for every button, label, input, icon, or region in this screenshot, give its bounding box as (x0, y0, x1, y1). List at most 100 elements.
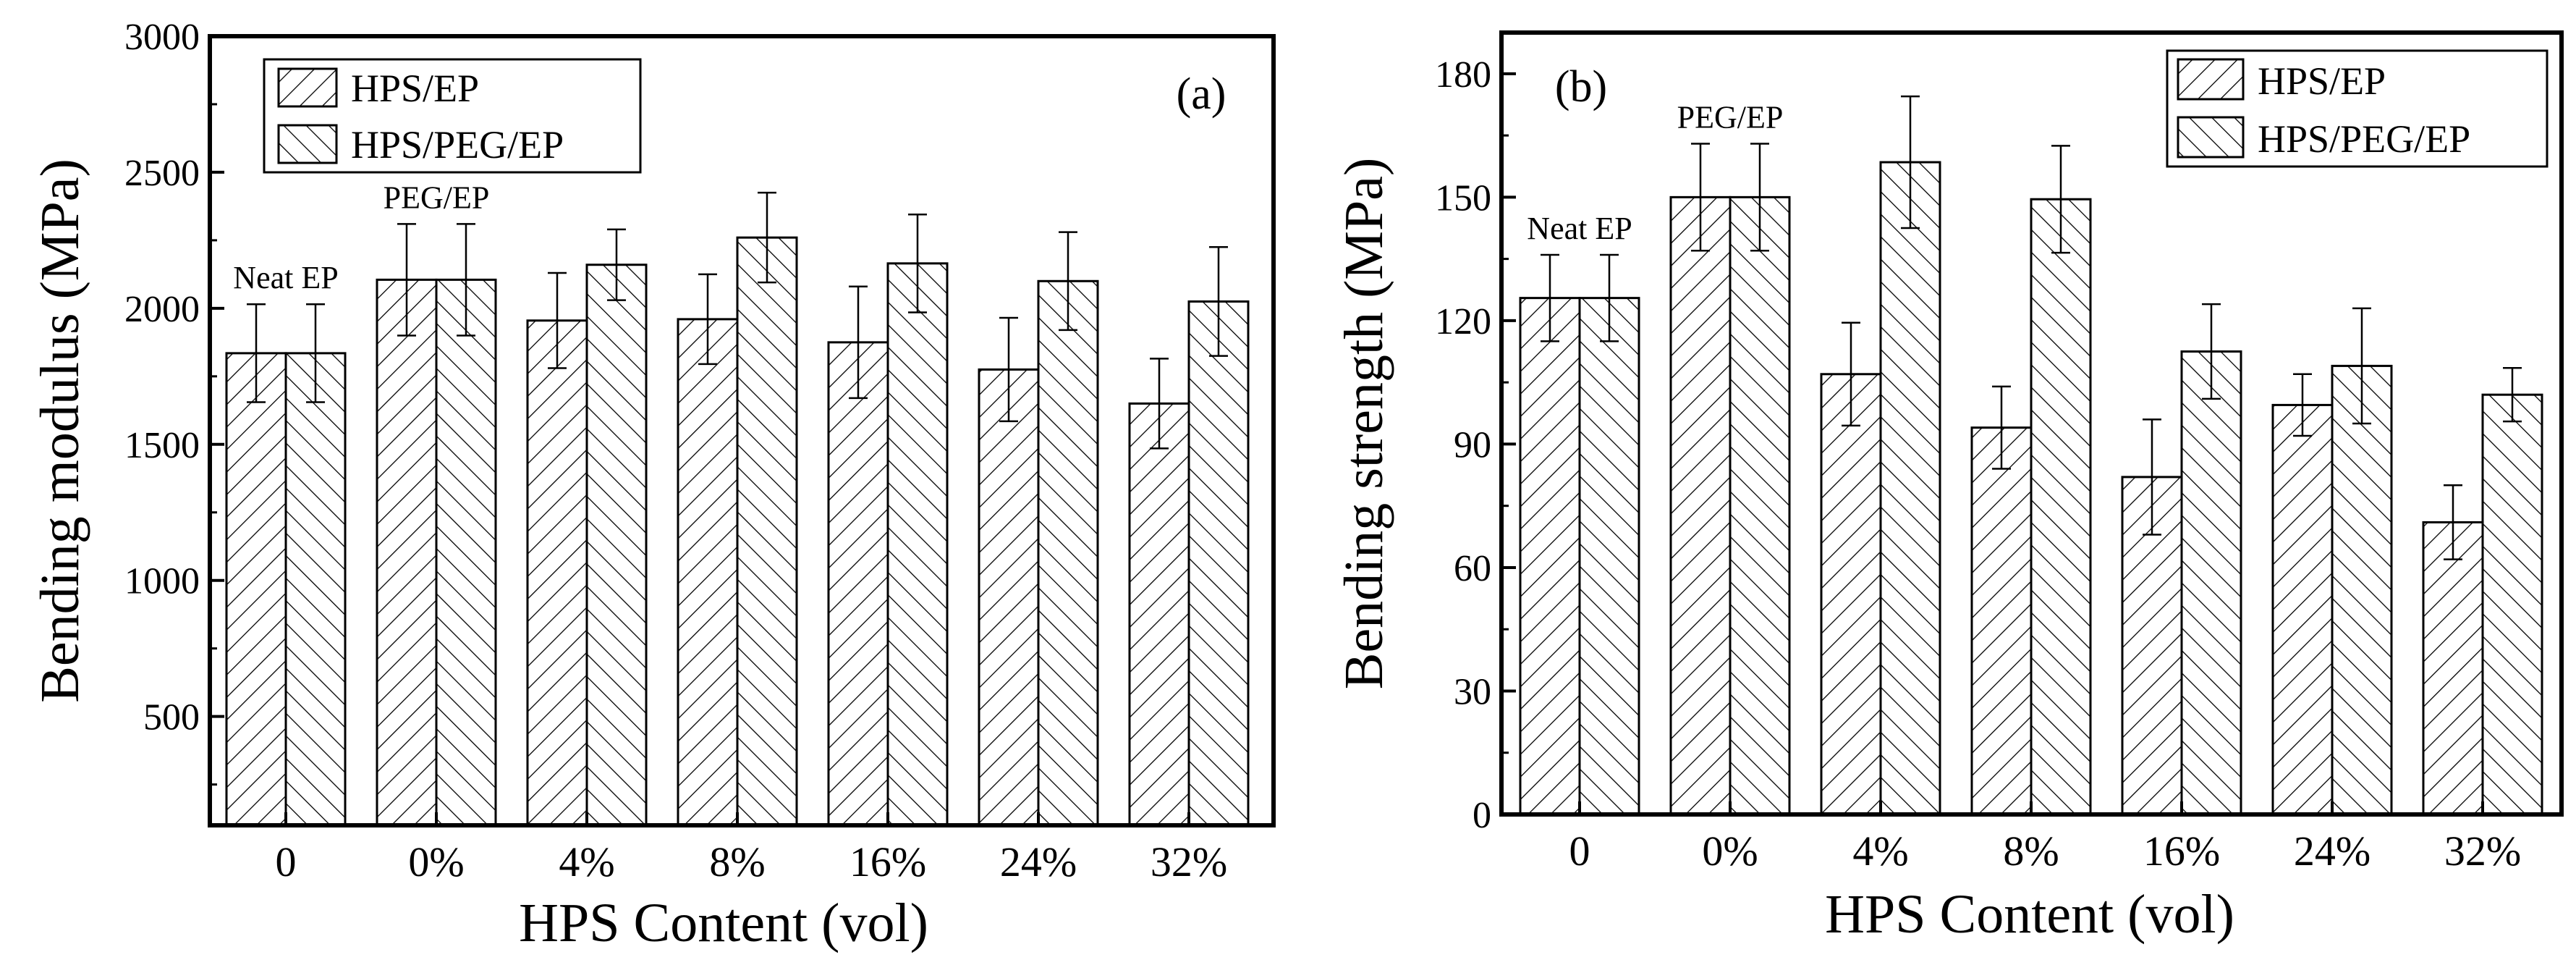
panel-a-error-bar (698, 273, 717, 366)
panel-a-error-bar (457, 223, 475, 337)
panel-a-y-tick-label: 1500 (124, 425, 200, 466)
panel-b-legend-label-hps-peg-ep: HPS/PEG/EP (2258, 117, 2470, 161)
panel-b-legend: HPS/EP HPS/PEG/EP (2166, 49, 2549, 168)
panel-b-error-bar (1750, 143, 1769, 252)
panel-b-y-tick-label: 60 (1454, 548, 1491, 589)
panel-b-bar-hps-ep (1669, 195, 1732, 816)
panel-a-bar-hps-peg-ep (1187, 300, 1250, 827)
panel-a-bar-hps-peg-ep (736, 236, 798, 827)
panel-b-bar-hps-peg-ep (2331, 364, 2393, 816)
panel-b-error-bar (2444, 484, 2462, 560)
panel-a-error-bar (908, 213, 927, 313)
panel-a-annotation: PEG/EP (384, 180, 490, 215)
panel-b-bar-hps-ep (1519, 297, 1581, 816)
panel-a-error-bar (1209, 246, 1228, 357)
panel-a-legend-swatch-hps-peg-ep (277, 124, 338, 164)
panel-b-error-bars (1541, 95, 2522, 560)
panel-b-x-tick-label: 0 (1569, 827, 1590, 875)
panel-b-bar-hps-peg-ep (2030, 198, 2092, 816)
panel-b-legend-swatch-hps-peg-ep (2177, 116, 2245, 159)
panel-a-y-tick-label: 500 (143, 697, 200, 738)
panel-a-x-tick-label: 32% (1151, 838, 1227, 885)
panel-a-error-bar (999, 316, 1018, 423)
panel-a-error-bar (1150, 358, 1169, 450)
panel-b-bar-hps-peg-ep (2180, 350, 2242, 816)
panel-b-error-bar (1541, 253, 1559, 342)
panel-a-x-tick-label: 0% (408, 838, 464, 885)
panel-b-x-tick-label: 24% (2294, 827, 2370, 875)
panel-b-error-bar (2503, 367, 2522, 423)
panel-b-label: (b) (1555, 62, 1607, 111)
panel-a-y-tick-label: 3000 (124, 17, 200, 58)
panel-a-x-tick-label: 4% (559, 838, 614, 885)
panel-a-bar-hps-ep (827, 341, 889, 827)
panel-a-axis-ticks: 500 1000 1500 2000 2500 3000 0 0% 4% 8% 16% 24% 32% (124, 17, 1227, 885)
panel-a-bar-hps-ep (1128, 402, 1190, 827)
panel-a-bar-hps-peg-ep (284, 352, 347, 827)
panel-a-bars (225, 236, 1250, 827)
panel-a-y-tick-label: 2000 (124, 289, 200, 330)
panel-a-legend: HPS/EP HPS/PEG/EP (263, 58, 642, 174)
panel-a-bar-hps-ep (677, 318, 739, 827)
panel-a-error-bar (849, 285, 868, 400)
panel-b-legend-label-hps-ep: HPS/EP (2258, 59, 2386, 103)
panel-a-bar-hps-ep (376, 278, 438, 827)
panel-b-axis-ticks: 0 30 60 90 120 150 180 0 0% 4% 8% 16% 24% 32% (1435, 54, 2521, 875)
panel-a-x-tick-label: 8% (709, 838, 765, 885)
panel-b-y-axis-title: Bending strength (MPa) (1334, 158, 1394, 690)
panel-a-x-tick-label: 0 (276, 838, 297, 885)
panel-b-bar-hps-ep (2271, 403, 2334, 816)
panel-a-y-tick-label: 2500 (124, 153, 200, 194)
panel-b-error-bar (1842, 321, 1860, 427)
panel-a-x-tick-label: 24% (1000, 838, 1077, 885)
panel-a-x-tick-label: 16% (850, 838, 926, 885)
panel-b-error-bar (2293, 373, 2312, 437)
panel-b-bar-hps-peg-ep (2481, 393, 2543, 816)
panel-b-error-bar (1901, 95, 1920, 229)
panel-a-error-bar (306, 303, 325, 403)
panel-a-error-bar (1059, 231, 1077, 332)
panel-b-x-tick-label: 0% (1702, 827, 1758, 875)
panel-b-bar-hps-ep (1820, 373, 1882, 816)
panel-b-y-tick-label: 120 (1435, 301, 1491, 342)
panel-b-error-bar (2051, 145, 2070, 254)
panel-b-annotation: Neat EP (1527, 211, 1632, 246)
panel-b-annotation: PEG/EP (1677, 99, 1784, 135)
panel-b-bar-hps-ep (1970, 426, 2033, 816)
panel-b-y-tick-label: 30 (1454, 671, 1491, 712)
panel-a-legend-label-hps-peg-ep: HPS/PEG/EP (351, 123, 564, 167)
panel-a-label: (a) (1177, 70, 1226, 119)
panel-b-bars (1519, 161, 2543, 816)
panel-a-bar-hps-peg-ep (1037, 279, 1099, 827)
panel-a-y-axis-title: Bending modulus (MPa) (30, 159, 90, 703)
panel-b-x-axis-title: HPS Content (vol) (1825, 884, 2234, 945)
panel-b-y-tick-label: 150 (1435, 177, 1491, 219)
panel-a-error-bar (758, 191, 776, 284)
panel-b-y-tick-label: 180 (1435, 54, 1491, 96)
panel-a-bar-hps-peg-ep (585, 264, 648, 827)
panel-b-error-bar (2352, 307, 2371, 425)
panel-b-y-tick-label: 90 (1454, 424, 1491, 466)
panel-b-error-bar (1691, 143, 1710, 252)
panel-b-x-tick-label: 32% (2444, 827, 2521, 875)
panel-b-bar-hps-ep (2422, 521, 2484, 816)
panel-b-error-bar (2143, 418, 2161, 536)
panel-a-bar-hps-ep (526, 319, 588, 827)
panel-a-plot-frame (208, 34, 1276, 827)
panel-a-bar-hps-ep (225, 352, 287, 827)
panel-b-x-tick-label: 4% (1852, 827, 1908, 875)
panel-b-error-bar (1600, 253, 1619, 342)
panel-a-annotation: Neat EP (233, 260, 338, 295)
panel-a-error-bars (247, 191, 1228, 450)
panel-a-error-bar (607, 228, 626, 301)
panel-a-y-tick-label: 1000 (124, 561, 200, 602)
panel-a-x-axis-title: HPS Content (vol) (519, 893, 928, 953)
panel-a-error-bar (247, 303, 266, 403)
panel-b-error-bar (1992, 385, 2011, 470)
panel-b-x-tick-label: 8% (2003, 827, 2059, 875)
panel-b-y-tick-label: 0 (1473, 795, 1491, 836)
panel-a-legend-label-hps-ep: HPS/EP (351, 67, 479, 110)
panel-b-bar-hps-peg-ep (1729, 195, 1791, 816)
